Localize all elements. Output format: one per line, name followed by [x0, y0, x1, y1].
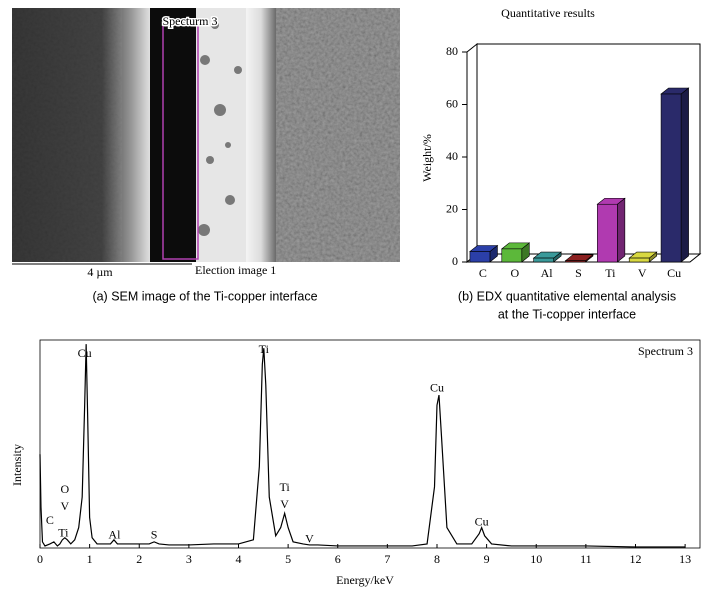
bar-side-shade	[617, 198, 625, 262]
bar-side-shade	[489, 245, 498, 262]
bar	[500, 242, 531, 263]
bar	[628, 251, 658, 263]
bar-side-shade	[553, 252, 562, 262]
caption: (a) SEM image of the Ti-copper interface	[92, 289, 317, 303]
x-axis-label: Energy/keV	[336, 573, 394, 587]
peak-label: Cu	[78, 346, 92, 360]
x-tick-label: 7	[384, 552, 390, 566]
x-tick-label: Al	[541, 266, 554, 280]
x-tick-label: 13	[679, 552, 691, 566]
y-tick-label: 0	[452, 254, 458, 268]
x-tick-label: 8	[434, 552, 440, 566]
y-tick-label: 80	[446, 44, 458, 58]
x-tick-label: S	[575, 266, 582, 280]
scale-label: 4 µm	[87, 265, 113, 279]
peak-label: Ti	[58, 525, 69, 539]
x-tick-label: 3	[186, 552, 192, 566]
image-label: Election image 1	[195, 263, 276, 277]
peak-label: Cu	[430, 381, 444, 395]
x-tick-label: 11	[580, 552, 592, 566]
x-tick-label: Cu	[667, 266, 681, 280]
peak-label: O	[60, 482, 69, 496]
bar	[532, 251, 562, 263]
bar-front	[501, 248, 523, 263]
left-wall	[466, 42, 478, 264]
x-tick-label: Ti	[605, 266, 616, 280]
bar-front	[597, 203, 618, 263]
bar	[564, 254, 594, 263]
x-tick-label: 6	[335, 552, 341, 566]
x-tick-label: 9	[484, 552, 490, 566]
x-tick-label: 2	[136, 552, 142, 566]
chart-title: Quantitative results	[501, 6, 595, 20]
spectrum-line	[39, 344, 686, 548]
peak-label: V	[280, 497, 289, 511]
caption: (b) EDX quantitative elemental analysis	[458, 289, 676, 303]
bar	[469, 244, 499, 263]
peak-label: Cu	[475, 514, 489, 528]
bar	[596, 197, 626, 263]
y-axis-label: Weight/%	[420, 134, 434, 182]
y-tick-label: 60	[446, 96, 458, 110]
bar-front	[628, 257, 650, 263]
y-axis-label: Intensity	[10, 444, 24, 486]
peak-label: C	[46, 513, 54, 527]
caption: at the Ti-copper interface	[498, 307, 636, 321]
bar	[660, 87, 690, 263]
x-tick-label: 0	[37, 552, 43, 566]
bar-side-shade	[649, 252, 657, 262]
peak-label: Ti	[259, 342, 270, 356]
x-tick-label: V	[638, 266, 647, 280]
peak-label: V	[60, 499, 69, 513]
bar-front	[533, 257, 554, 263]
peak-label: Al	[108, 528, 121, 542]
bar-front	[565, 260, 586, 263]
bar-front	[660, 93, 682, 263]
x-tick-label: O	[510, 266, 519, 280]
plot-frame	[39, 339, 701, 549]
peak-label: Ti	[280, 480, 291, 494]
x-tick-label: 5	[285, 552, 291, 566]
x-tick-label: C	[479, 266, 487, 280]
x-tick-label: 4	[235, 552, 241, 566]
y-tick-label: 20	[446, 201, 458, 215]
series-label: Spectrum 3	[638, 344, 693, 358]
peak-label: V	[305, 532, 314, 546]
bar-front	[469, 251, 491, 263]
x-tick-label: 12	[629, 552, 641, 566]
bar-side-shade	[681, 88, 689, 262]
x-tick-label: 1	[87, 552, 93, 566]
y-tick-label: 40	[446, 149, 458, 163]
x-tick-label: 10	[530, 552, 542, 566]
peak-label: S	[151, 528, 158, 542]
sem-image	[12, 8, 400, 262]
spectrum-label: Specturm 3	[163, 14, 218, 28]
